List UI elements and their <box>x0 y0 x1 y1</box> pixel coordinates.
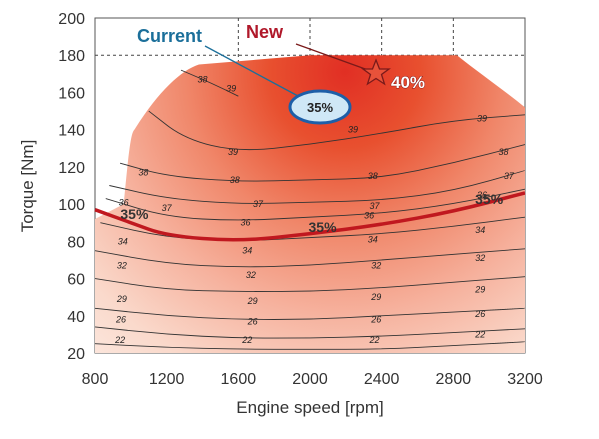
y-tick-label: 20 <box>67 346 85 363</box>
y-tick-label: 80 <box>67 234 85 251</box>
contour-lines <box>95 69 525 350</box>
x-tick-label: 2400 <box>364 371 400 388</box>
contour-label: 37 <box>162 203 173 213</box>
contour-label: 29 <box>474 285 485 295</box>
contour-label: 37 <box>504 171 515 181</box>
y-tick-label: 200 <box>58 11 85 28</box>
x-tick-label: 2800 <box>436 371 472 388</box>
contour-label: 38 <box>197 74 207 84</box>
efficiency-35-label: 35% <box>309 219 338 235</box>
contour-label: 26 <box>370 315 381 325</box>
contour-line <box>100 216 525 241</box>
contour-label: 22 <box>474 329 485 339</box>
contour-label: 32 <box>371 261 381 271</box>
x-tick-label: 800 <box>82 371 109 388</box>
contour-label: 34 <box>368 234 378 244</box>
star-icon <box>361 58 391 86</box>
contour-label: 34 <box>475 225 485 235</box>
contour-label: 36 <box>364 210 374 220</box>
efficiency-35-labels: 35% 35% 35% <box>120 191 503 235</box>
y-tick-label: 180 <box>58 48 85 65</box>
current-leader-line <box>204 45 299 97</box>
new-value: 40% <box>391 73 425 92</box>
contour-label: 38 <box>498 147 508 157</box>
contour-label: 39 <box>477 114 487 124</box>
contour-label: 39 <box>348 125 358 135</box>
contour-line <box>109 170 525 204</box>
contour-label: 38 <box>138 167 148 177</box>
contour-label: 36 <box>240 218 250 228</box>
contour-label: 32 <box>246 270 256 280</box>
efficiency-35-line <box>94 191 526 242</box>
x-tick-label: 1200 <box>149 371 185 388</box>
contour-label: 29 <box>116 294 127 304</box>
x-axis-title: Engine speed [rpm] <box>236 398 383 417</box>
contour-label: 38 <box>368 171 378 181</box>
contour-label: 38 <box>230 175 240 185</box>
y-axis-title: Torque [Nm] <box>18 140 37 233</box>
operating-envelope <box>95 55 525 353</box>
x-tick-labels: 800 1200 1600 2000 2400 2800 3200 <box>82 371 543 388</box>
contour-line <box>105 188 525 221</box>
contour-line <box>95 276 525 293</box>
contour-label: 39 <box>226 84 236 94</box>
efficiency-35-label: 35% <box>120 206 149 222</box>
current-marker <box>288 89 352 125</box>
contour-line <box>95 326 525 339</box>
contour-line <box>95 248 525 268</box>
contour-line <box>148 110 525 151</box>
contour-label: 37 <box>369 201 380 211</box>
current-label: Current <box>137 26 202 46</box>
contour-label: 22 <box>114 335 125 345</box>
y-tick-label: 40 <box>67 309 85 326</box>
contour-label: 26 <box>115 315 126 325</box>
contour-label: 36 <box>477 190 487 200</box>
y-tick-label: 160 <box>58 85 85 102</box>
efficiency-35-label: 35% <box>475 191 504 207</box>
contour-line <box>119 144 525 182</box>
y-tick-label: 120 <box>58 160 85 177</box>
x-tick-label: 2000 <box>292 371 328 388</box>
contour-line <box>180 69 239 97</box>
contour-label: 32 <box>475 253 485 263</box>
contour-labels: 22 22 22 22 26 26 26 26 29 29 29 29 32 32 32 32 34 34 34 34… <box>114 74 515 345</box>
contour-label: 34 <box>242 246 252 256</box>
contour-label: 39 <box>228 147 238 157</box>
contour-label: 22 <box>368 335 379 345</box>
contour-label: 22 <box>241 335 252 345</box>
y-tick-label: 140 <box>58 123 85 140</box>
contour-line <box>95 341 525 350</box>
y-tick-label: 100 <box>58 197 85 214</box>
contour-label: 32 <box>117 261 127 271</box>
y-tick-label: 60 <box>67 272 85 289</box>
contour-label: 26 <box>247 316 258 326</box>
contour-label: 29 <box>370 292 381 302</box>
contour-label: 37 <box>253 199 264 209</box>
x-tick-label: 3200 <box>507 371 543 388</box>
contour-label: 36 <box>119 197 129 207</box>
new-leader-line <box>295 43 369 71</box>
contour-label: 29 <box>247 296 258 306</box>
y-tick-labels: 20 40 60 80 100 120 140 160 180 200 <box>58 11 85 363</box>
current-value: 35% <box>307 100 333 115</box>
contour-label: 26 <box>474 309 485 319</box>
contour-line <box>95 307 525 320</box>
x-tick-label: 1600 <box>221 371 257 388</box>
contour-label: 34 <box>118 236 128 246</box>
new-label: New <box>246 22 284 42</box>
